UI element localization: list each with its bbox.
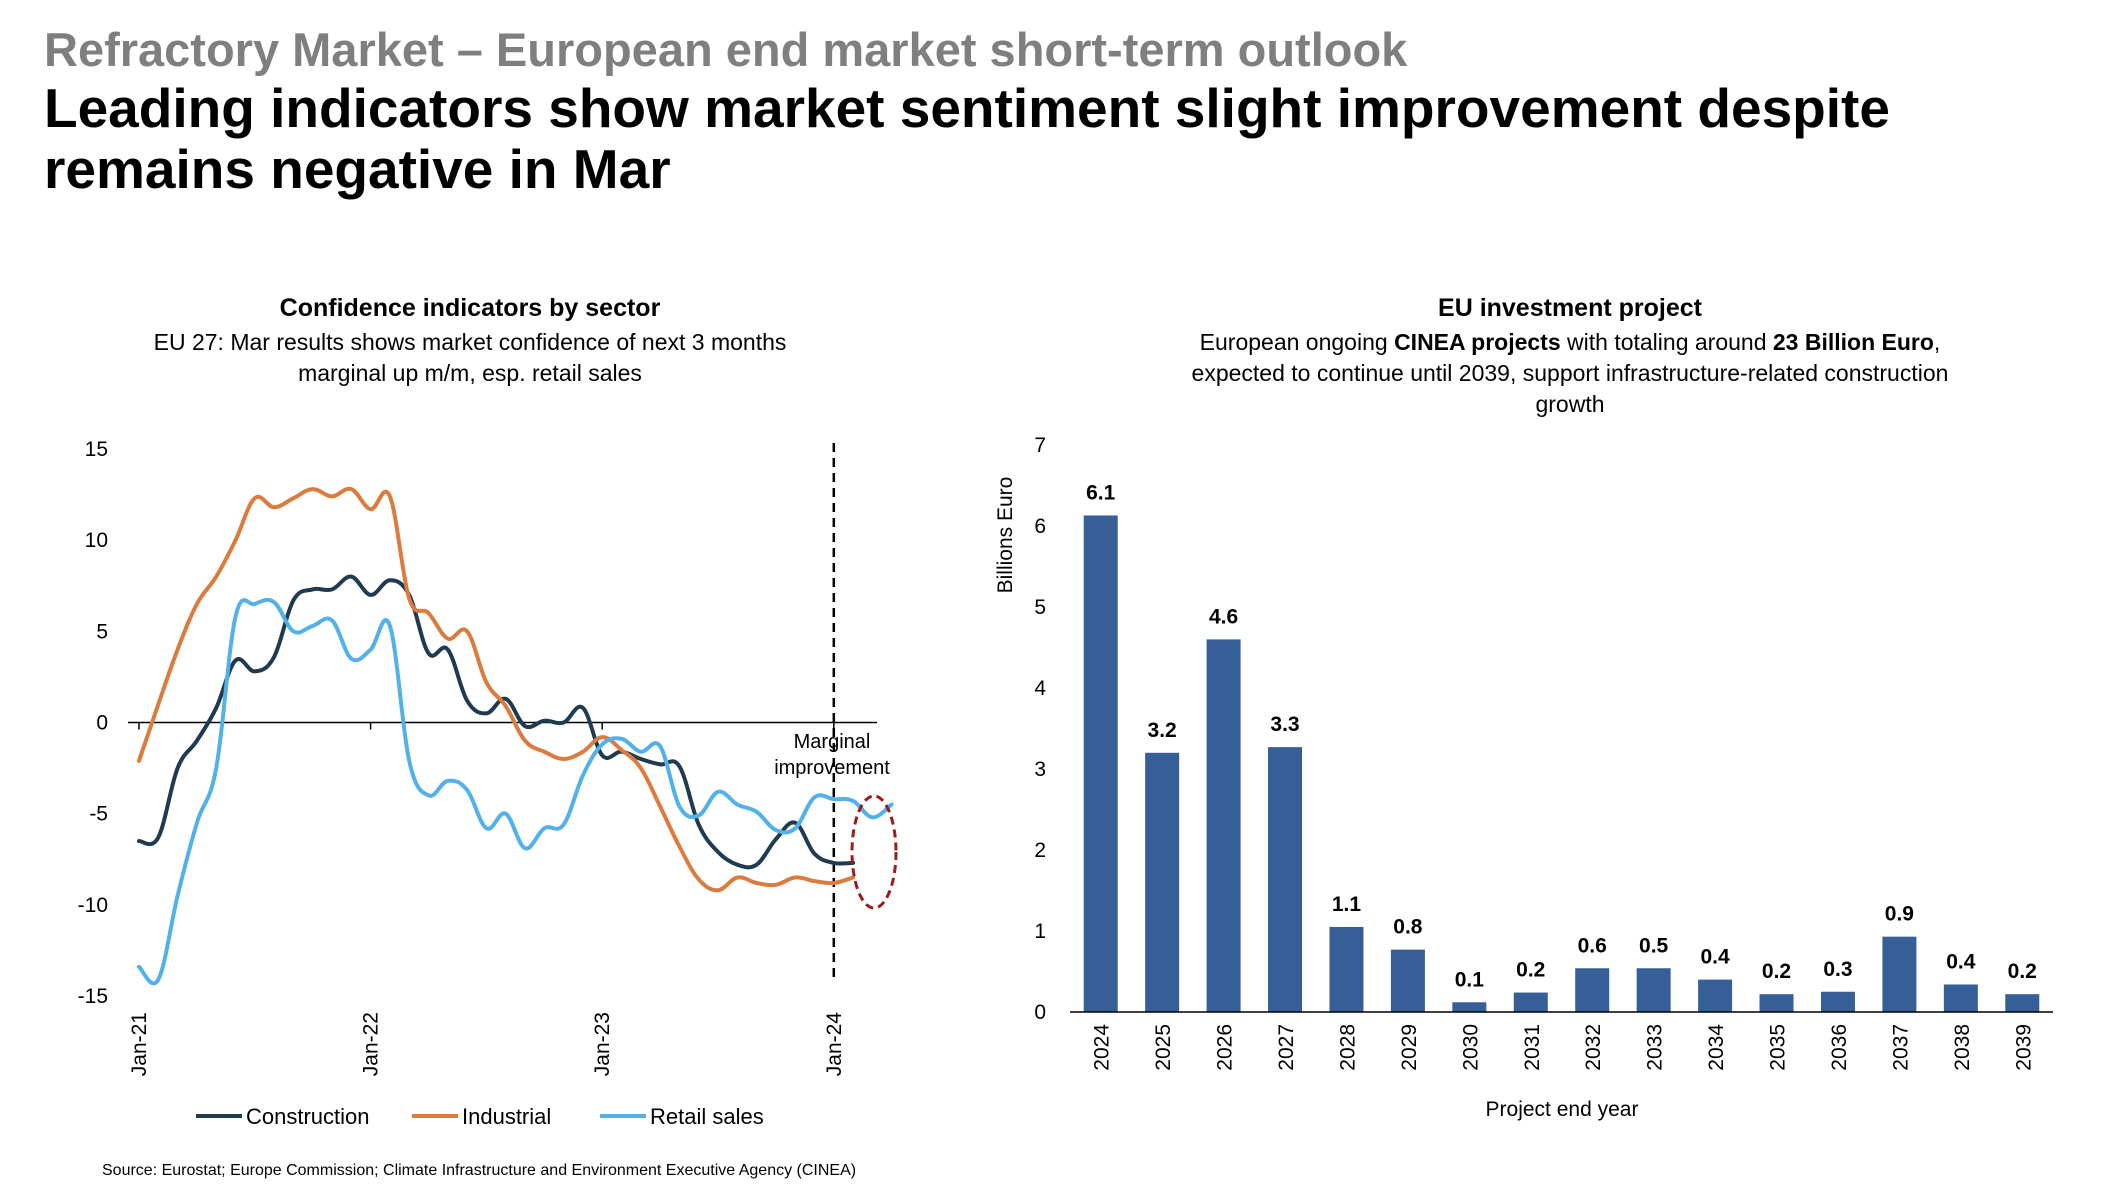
bar-x-axis-label: Project end year — [1486, 1098, 1639, 1121]
right-subtitle-mid: with totaling around — [1560, 329, 1773, 355]
bar-x-tick-label: 2037 — [1889, 1024, 1912, 1071]
series-line-industrial — [137, 486, 856, 893]
left-chart-title: Confidence indicators by sector — [279, 294, 661, 322]
bar-x-tick-label: 2029 — [1398, 1024, 1421, 1071]
bar-value-label: 0.2 — [1516, 959, 1545, 982]
line-y-tick-label: 10 — [85, 529, 108, 552]
line-x-tick-label: Jan-21 — [128, 1012, 151, 1076]
line-y-tick-label: 15 — [85, 438, 108, 461]
bar-value-label: 0.9 — [1885, 903, 1914, 926]
bar-y-tick-label: 7 — [1034, 434, 1046, 457]
slide-headline: Leading indicators show market sentiment… — [44, 77, 1890, 200]
bar-x-tick-label: 2039 — [2012, 1024, 2035, 1071]
bar-value-label: 0.3 — [1823, 958, 1852, 981]
series-line-construction — [137, 574, 856, 870]
line-y-tick-label: -15 — [78, 985, 108, 1008]
bar-2026 — [1206, 639, 1241, 1012]
bar-2033 — [1636, 968, 1671, 1012]
bar-value-label: 0.8 — [1393, 916, 1423, 939]
bar-y-tick-label: 3 — [1034, 758, 1046, 781]
bar-x-tick-label: 2032 — [1582, 1024, 1605, 1071]
line-y-tick-label: -10 — [78, 894, 108, 917]
bar-2038 — [1943, 984, 1978, 1012]
bar-y-tick-label: 0 — [1034, 1001, 1046, 1024]
bar-x-tick-label: 2035 — [1767, 1024, 1790, 1071]
bar-2039 — [2005, 994, 2040, 1012]
left-chart-subtitle: EU 27: Mar results shows market confiden… — [70, 327, 870, 389]
bar-2037 — [1882, 936, 1917, 1012]
bar-value-label: 6.1 — [1086, 481, 1116, 504]
right-subtitle-line3: growth — [1535, 391, 1605, 417]
bar-2030 — [1452, 1002, 1487, 1012]
bar-2035 — [1759, 994, 1794, 1012]
bar-y-tick-label: 4 — [1034, 677, 1046, 700]
line-x-tick-label: Jan-22 — [360, 1012, 383, 1076]
bar-value-label: 0.2 — [1762, 960, 1791, 983]
source-note: Source: Eurostat; Europe Commission; Cli… — [102, 1162, 857, 1179]
highlight-ellipse — [850, 794, 898, 910]
bar-x-tick-label: 2026 — [1214, 1024, 1237, 1071]
bar-x-tick-label: 2033 — [1644, 1024, 1667, 1071]
line-y-tick-label: 5 — [96, 620, 108, 643]
annotation-line2: improvement — [774, 757, 890, 779]
bar-y-axis-label: Billions Euro — [994, 477, 1017, 594]
bar-x-tick-label: 2028 — [1336, 1024, 1359, 1071]
bar-value-label: 4.6 — [1209, 605, 1238, 628]
bar-y-tick-label: 5 — [1034, 596, 1046, 619]
bar-x-tick-label: 2031 — [1521, 1024, 1544, 1071]
bar-value-label: 0.2 — [2008, 960, 2037, 983]
bar-x-tick-label: 2030 — [1459, 1024, 1482, 1071]
bar-y-tick-label: 1 — [1034, 920, 1046, 943]
bar-value-label: 0.4 — [1700, 946, 1730, 969]
bar-value-label: 0.4 — [1946, 950, 1976, 973]
right-subtitle-pre: European ongoing — [1199, 329, 1395, 355]
bar-x-tick-label: 2034 — [1705, 1024, 1728, 1071]
right-subtitle-bold1: CINEA projects — [1394, 329, 1561, 355]
bar-y-tick-label: 6 — [1034, 515, 1046, 538]
right-subtitle-line2: expected to continue until 2039, support… — [1191, 360, 1949, 386]
bar-2024 — [1083, 515, 1118, 1012]
bar-value-label: 0.1 — [1455, 968, 1485, 991]
line-x-tick-label: Jan-24 — [823, 1012, 846, 1077]
bar-x-tick-label: 2036 — [1828, 1024, 1851, 1071]
bar-value-label: 3.2 — [1148, 719, 1177, 742]
left-subtitle-line2: marginal up m/m, esp. retail sales — [298, 360, 642, 386]
bar-x-tick-label: 2027 — [1275, 1024, 1298, 1071]
bar-value-label: 0.6 — [1578, 934, 1607, 957]
right-chart-title: EU investment project — [1438, 294, 1702, 322]
bar-2028 — [1329, 926, 1364, 1012]
bar-y-tick-label: 2 — [1034, 839, 1046, 862]
series-line-retail-sales — [137, 597, 894, 986]
bar-2025 — [1145, 752, 1180, 1012]
annotation-line1: Marginal — [794, 731, 871, 753]
right-chart-subtitle: European ongoing CINEA projects with tot… — [1070, 327, 2070, 420]
bar-x-tick-label: 2025 — [1152, 1024, 1175, 1071]
line-x-tick-label: Jan-23 — [591, 1012, 614, 1076]
bar-value-label: 0.5 — [1639, 934, 1669, 957]
bar-2034 — [1698, 979, 1733, 1012]
legend-label: Retail sales — [650, 1104, 764, 1129]
line-y-tick-label: 0 — [96, 712, 108, 735]
bar-2027 — [1268, 747, 1303, 1012]
bar-2032 — [1575, 968, 1610, 1012]
bar-value-label: 3.3 — [1270, 713, 1299, 736]
right-subtitle-post: , — [1933, 329, 1941, 355]
bar-2029 — [1390, 949, 1425, 1012]
bar-2036 — [1820, 991, 1855, 1012]
bar-value-label: 1.1 — [1332, 893, 1362, 916]
legend-label: Construction — [246, 1104, 370, 1129]
bar-x-tick-label: 2024 — [1091, 1024, 1114, 1071]
right-subtitle-bold2: 23 Billion Euro — [1772, 329, 1934, 355]
left-subtitle-line1: EU 27: Mar results shows market confiden… — [153, 329, 787, 355]
bar-2031 — [1513, 992, 1548, 1012]
legend-label: Industrial — [462, 1104, 551, 1129]
right-subtitle-line1: European ongoing CINEA projects with tot… — [1070, 327, 2070, 358]
bar-x-tick-label: 2038 — [1951, 1024, 1974, 1071]
line-y-tick-label: -5 — [89, 803, 108, 826]
slide-kicker: Refractory Market – European end market … — [44, 23, 1408, 76]
